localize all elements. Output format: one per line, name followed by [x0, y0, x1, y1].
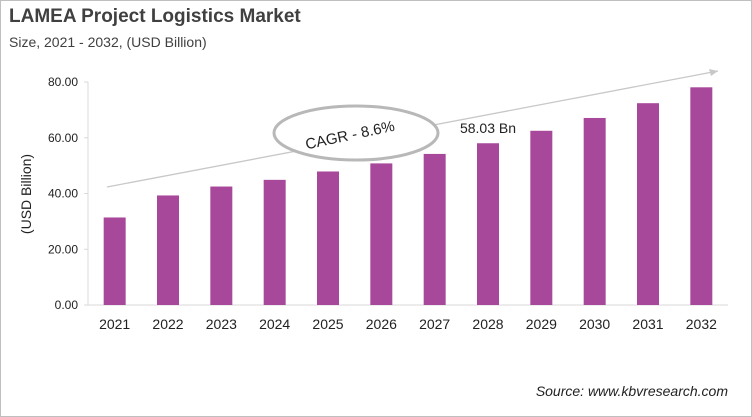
x-tick-label: 2032	[686, 316, 717, 332]
y-tick-label: 80.00	[48, 75, 78, 89]
bar-2028	[477, 143, 499, 305]
x-tick-label: 2026	[366, 316, 397, 332]
source-note: Source: www.kbvresearch.com	[535, 383, 728, 399]
bar-2022	[157, 195, 179, 305]
y-tick-label: 0.00	[55, 298, 79, 312]
bar-2021	[103, 217, 126, 305]
x-tick-label: 2021	[99, 316, 130, 332]
bar-2031	[637, 103, 659, 305]
bar-2027	[423, 153, 446, 305]
bar-2029	[530, 130, 553, 305]
cagr-ellipse	[272, 104, 440, 162]
bar-2030	[583, 117, 606, 306]
bar-2024	[263, 179, 286, 305]
y-tick-label: 20.00	[48, 242, 78, 256]
y-tick-label: 60.00	[48, 131, 78, 145]
x-tick-label: 2023	[206, 316, 237, 332]
x-tick-label: 2022	[152, 316, 183, 332]
chart-subtitle: Size, 2021 - 2032, (USD Billion)	[9, 34, 207, 50]
bar-2025	[317, 171, 339, 305]
chart-title: LAMEA Project Logistics Market	[9, 6, 301, 27]
x-tick-label: 2029	[526, 316, 557, 332]
x-tick-label: 2024	[259, 316, 290, 332]
bar-2026	[370, 163, 393, 305]
y-axis-label: (USD Billion)	[18, 154, 34, 234]
x-tick-label: 2027	[419, 316, 450, 332]
y-tick-label: 40.00	[48, 187, 78, 201]
bar-2032	[690, 87, 713, 305]
trend-arrow-head	[709, 69, 718, 76]
x-tick-label: 2031	[632, 316, 663, 332]
data-label: 58.03 Bn	[460, 120, 516, 136]
bar-2023	[210, 186, 233, 305]
x-tick-label: 2028	[472, 316, 503, 332]
x-tick-label: 2025	[312, 316, 343, 332]
x-tick-label: 2030	[579, 316, 610, 332]
